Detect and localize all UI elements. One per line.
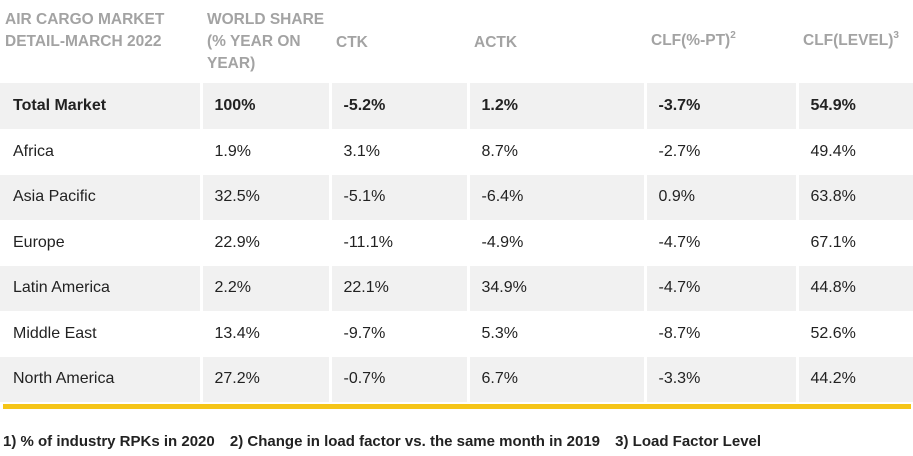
footnote-2: 2) Change in load factor vs. the same mo…: [229, 433, 600, 450]
cell-world-share: 27.2%: [199, 356, 330, 402]
cell-world-share: 100%: [199, 79, 330, 129]
cell-actk: 34.9%: [466, 265, 645, 311]
cell-ctk: -9.7%: [328, 311, 468, 357]
cell-ctk: -11.1%: [328, 220, 468, 266]
cell-ctk: -0.7%: [328, 356, 468, 402]
cell-ctk: 3.1%: [328, 129, 468, 175]
table-header-row: AIR CARGO MARKET DETAIL-MARCH 2022 WORLD…: [0, 0, 913, 81]
cell-region: Middle East: [13, 324, 97, 342]
cell-clf-level: 63.8%: [795, 174, 913, 220]
cell-clf-pt: -3.7%: [643, 79, 797, 129]
cell-world-share: 32.5%: [199, 174, 330, 220]
cell-clf-level: 67.1%: [795, 220, 913, 266]
header-actk: ACTK: [474, 34, 518, 51]
table-row: Latin America 2.2% 22.1% 34.9% -4.7% 44.8%: [0, 265, 913, 311]
air-cargo-market-table: AIR CARGO MARKET DETAIL-MARCH 2022 WORLD…: [0, 0, 913, 402]
table-row-total: Total Market 100% -5.2% 1.2% -3.7% 54.9%: [0, 79, 913, 129]
cell-ctk: -5.2%: [328, 79, 468, 129]
table-row: Middle East 13.4% -9.7% 5.3% -8.7% 52.6%: [0, 311, 913, 357]
cell-world-share: 2.2%: [199, 265, 330, 311]
table-row: Africa 1.9% 3.1% 8.7% -2.7% 49.4%: [0, 129, 913, 175]
header-region: AIR CARGO MARKET DETAIL-MARCH 2022: [5, 11, 165, 50]
cell-ctk: 22.1%: [328, 265, 468, 311]
cell-clf-level: 54.9%: [795, 79, 913, 129]
cell-clf-pt: -3.3%: [643, 356, 797, 402]
cell-actk: 8.7%: [466, 129, 645, 175]
cell-clf-level: 44.8%: [795, 265, 913, 311]
header-clf-level: CLF(LEVEL)3: [803, 30, 899, 50]
cell-ctk: -5.1%: [328, 174, 468, 220]
cell-region: Latin America: [0, 265, 201, 311]
header-clf-pt: CLF(%-PT)2: [651, 30, 736, 50]
cell-world-share: 13.4%: [199, 311, 330, 357]
cell-actk: -4.9%: [466, 220, 645, 266]
cell-region: Total Market: [0, 79, 201, 129]
cell-clf-pt: 0.9%: [643, 174, 797, 220]
footnotes: 1) % of industry RPKs in 2020 2) Change …: [3, 433, 911, 450]
cell-clf-level: 44.2%: [795, 356, 913, 402]
cell-world-share: 1.9%: [199, 129, 330, 175]
cell-world-share: 22.9%: [199, 220, 330, 266]
cell-region: Africa: [13, 142, 54, 160]
cell-clf-level: 52.6%: [795, 311, 913, 357]
cell-region: Asia Pacific: [0, 174, 201, 220]
cell-actk: 1.2%: [466, 79, 645, 129]
cell-region: Europe: [13, 233, 65, 251]
header-ctk: CTK: [336, 34, 368, 51]
header-world-share: WORLD SHARE (% YEAR ON YEAR): [207, 11, 325, 72]
table-row: North America 27.2% -0.7% 6.7% -3.3% 44.2%: [0, 356, 913, 402]
cell-clf-pt: -8.7%: [643, 311, 797, 357]
footnote-1: 1) % of industry RPKs in 2020: [3, 433, 215, 450]
cell-actk: -6.4%: [466, 174, 645, 220]
cell-clf-pt: -4.7%: [643, 220, 797, 266]
cell-clf-pt: -4.7%: [643, 265, 797, 311]
accent-divider-bar: [3, 404, 911, 409]
cell-actk: 5.3%: [466, 311, 645, 357]
cell-clf-level: 49.4%: [795, 129, 913, 175]
footnote-3: 3) Load Factor Level: [615, 433, 762, 450]
cell-region: North America: [0, 356, 201, 402]
table-row: Asia Pacific 32.5% -5.1% -6.4% 0.9% 63.8%: [0, 174, 913, 220]
table-row: Europe 22.9% -11.1% -4.9% -4.7% 67.1%: [0, 220, 913, 266]
cell-actk: 6.7%: [466, 356, 645, 402]
cell-clf-pt: -2.7%: [643, 129, 797, 175]
air-cargo-table-container: AIR CARGO MARKET DETAIL-MARCH 2022 WORLD…: [0, 0, 913, 402]
